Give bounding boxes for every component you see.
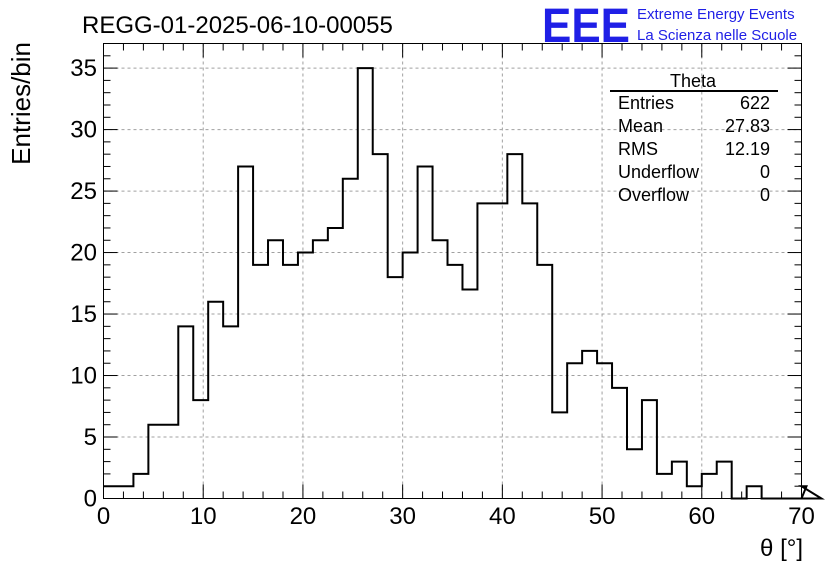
stats-title: Theta	[670, 71, 717, 91]
y-tick-label: 0	[84, 486, 97, 513]
stats-label: Mean	[618, 116, 663, 136]
stats-label: Overflow	[618, 185, 690, 205]
x-tick-label: 70	[788, 503, 815, 530]
y-tick-label: 30	[70, 117, 97, 144]
stats-value: 0	[760, 162, 770, 182]
x-tick-label: 50	[589, 503, 616, 530]
y-tick-label: 25	[70, 178, 97, 205]
axis-ticks	[103, 43, 802, 499]
eee-logo-line1: Extreme Energy Events	[637, 6, 795, 23]
stats-label: RMS	[618, 139, 658, 159]
grid	[103, 43, 802, 499]
x-tick-label: 10	[190, 503, 217, 530]
stats-value: 622	[740, 93, 770, 113]
x-tick-label: 0	[97, 503, 110, 530]
eee-logo-line2: La Scienza nelle Scuole	[637, 27, 797, 44]
y-tick-label: 20	[70, 240, 97, 267]
x-tick-label: 20	[290, 503, 317, 530]
y-tick-label: 35	[70, 55, 97, 82]
x-tick-label: 30	[389, 503, 416, 530]
eee-logo-mark: EEE	[542, 0, 630, 53]
stats-value: 0	[760, 185, 770, 205]
y-tick-label: 10	[70, 363, 97, 390]
x-tick-label: 40	[489, 503, 516, 530]
eee-logo: EEE Extreme Energy Events La Scienza nel…	[542, 0, 797, 53]
y-axis-label: Entries/bin	[6, 42, 36, 165]
y-tick-label: 15	[70, 301, 97, 328]
histogram-line	[103, 67, 825, 500]
plot-frame	[103, 43, 802, 499]
x-axis-label: θ [°]	[760, 535, 803, 562]
x-tick-labels: 0 10 20 30 40 50 60 70	[97, 503, 815, 530]
chart-title: REGG-01-2025-06-10-00055	[82, 12, 393, 39]
y-tick-labels: 0 5 10 15 20 25 30 35	[70, 55, 97, 512]
x-tick-label: 60	[688, 503, 715, 530]
stats-label: Entries	[618, 93, 674, 113]
stats-value: 12.19	[725, 139, 770, 159]
y-tick-label: 5	[84, 424, 97, 451]
stats-value: 27.83	[725, 116, 770, 136]
stats-box: Theta Entries 622 Mean 27.83 RMS 12.19 Underfl…	[610, 71, 778, 205]
stats-label: Underflow	[618, 162, 700, 182]
